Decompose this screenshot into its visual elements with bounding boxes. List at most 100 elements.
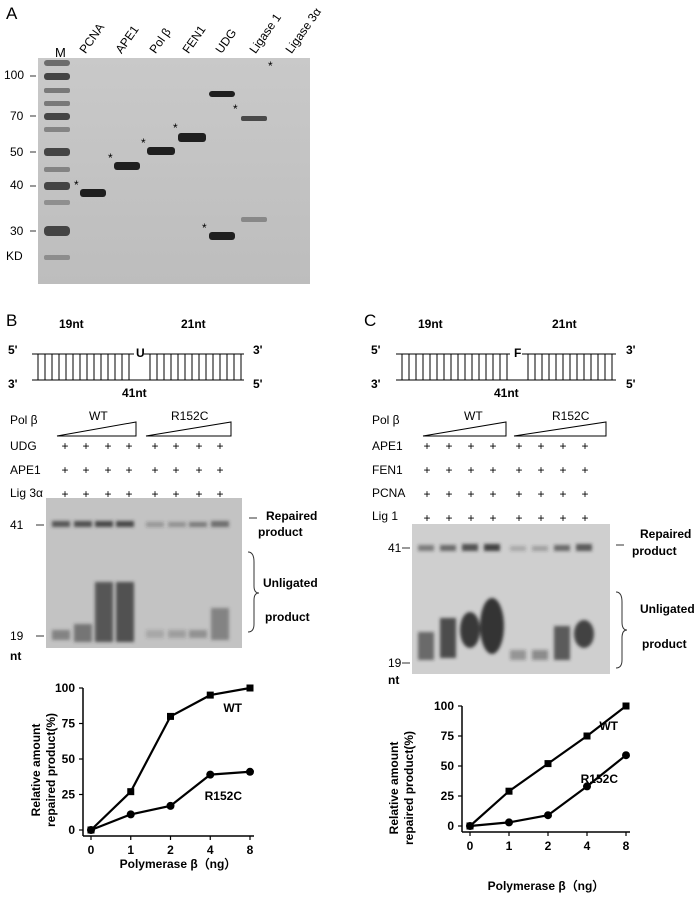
- c-plus-r2-l3: +: [489, 487, 496, 501]
- b-left-length: 19nt: [59, 317, 84, 331]
- b-ytick-label-1: 25: [62, 788, 76, 802]
- c-plus-r3-l3: +: [489, 511, 496, 525]
- b-plus-r0-l5: +: [172, 439, 179, 453]
- c-plus-r1-l7: +: [581, 463, 588, 477]
- b-plus-r2-l0: +: [61, 487, 68, 501]
- band-udg-upper: [209, 91, 235, 97]
- asterisk-ape1: *: [108, 151, 113, 165]
- b-plus-r2-l6: +: [195, 487, 202, 501]
- c-bottom-length: 41nt: [494, 386, 519, 400]
- c-plus-r1-l5: +: [537, 463, 544, 477]
- b-titration-wedges: [56, 421, 232, 437]
- c-repaired-label-2: product: [632, 544, 677, 558]
- c-plus-r0-l3: +: [489, 439, 496, 453]
- asterisk-ligase3a: *: [268, 59, 273, 73]
- c-point-R152C-1: [505, 818, 513, 827]
- b-ylabel-line2: repaired product(%): [44, 713, 58, 827]
- b-bottom-length: 41nt: [122, 386, 147, 400]
- b-plus-r1-l3: +: [125, 463, 132, 477]
- c-3prime-bottom: 3': [371, 377, 381, 391]
- band-udg-lower: [209, 232, 235, 240]
- c-point-WT-3: [583, 732, 591, 740]
- b-marker-19: 19: [10, 629, 24, 643]
- c-point-R152C-0: [466, 822, 474, 830]
- c-plus-grid: + + + + + + + + + + + + + + + + + + + + + + + + + + + + + + + +: [423, 439, 588, 525]
- b-polb-label: Pol β: [10, 413, 38, 427]
- b-ytick-label-0: 0: [68, 823, 75, 837]
- b-xtick-label-1: 1: [127, 843, 134, 857]
- marker-30: 30: [10, 224, 24, 238]
- c-xtick-label-4: 8: [623, 839, 630, 853]
- c-plus-r3-l7: +: [581, 511, 588, 525]
- b-point-WT-2: [167, 712, 174, 720]
- b-right-length: 21nt: [181, 317, 206, 331]
- band-polb: [147, 147, 175, 155]
- c-ytick-label-1: 25: [441, 789, 455, 803]
- c-plus-r2-l6: +: [559, 487, 566, 501]
- b-plus-r0-l7: +: [216, 439, 223, 453]
- sds-page-gel: * * * * * * *: [30, 58, 310, 284]
- c-plus-r1-l2: +: [467, 463, 474, 477]
- b-nt-label: nt: [10, 649, 22, 663]
- c-plus-r3-l5: +: [537, 511, 544, 525]
- asterisk-pcna: *: [74, 178, 79, 192]
- b-xlabel: Polymerase β（ng）: [120, 856, 237, 871]
- c-ytick-label-2: 50: [441, 759, 455, 773]
- c-plus-r2-l0: +: [423, 487, 430, 501]
- c-plus-r3-l0: +: [423, 511, 430, 525]
- asterisk-udg: *: [202, 221, 207, 235]
- b-wt-label: WT: [89, 409, 108, 423]
- b-repaired-label-2: product: [258, 525, 303, 539]
- b-5prime-bottom: 5': [253, 377, 263, 391]
- c-plus-r3-l1: +: [445, 511, 452, 525]
- b-plus-r0-l2: +: [104, 439, 111, 453]
- band-ape1: [114, 162, 140, 170]
- b-plus-r2-l4: +: [151, 487, 158, 501]
- c-plus-r3-l6: +: [559, 511, 566, 525]
- c-plus-r3-l2: +: [467, 511, 474, 525]
- c-series-label-WT: WT: [599, 719, 618, 733]
- c-wt-label: WT: [464, 409, 483, 423]
- b-row-ape1: APE1: [10, 463, 41, 477]
- c-5prime-bottom: 5': [626, 377, 636, 391]
- b-plus-r1-l1: +: [82, 463, 89, 477]
- c-plus-r1-l6: +: [559, 463, 566, 477]
- panel-a-letter: A: [6, 4, 18, 23]
- b-xtick-label-3: 4: [207, 843, 214, 857]
- b-plus-r0-l3: +: [125, 439, 132, 453]
- b-plus-r1-l4: +: [151, 463, 158, 477]
- b-point-WT-3: [206, 691, 214, 699]
- lane-label-m: M: [55, 45, 66, 60]
- c-plus-r2-l7: +: [581, 487, 588, 501]
- c-ytick-label-3: 75: [441, 729, 455, 743]
- c-plus-r1-l1: +: [445, 463, 452, 477]
- b-plus-r0-l1: +: [82, 439, 89, 453]
- c-point-R152C-3: [583, 782, 591, 791]
- asterisk-fen1: *: [173, 121, 178, 135]
- b-plus-r2-l2: +: [104, 487, 111, 501]
- b-plus-r2-l5: +: [172, 487, 179, 501]
- b-r152c-label: R152C: [171, 409, 209, 423]
- c-sequencing-gel: [402, 524, 628, 674]
- c-5prime-top: 5': [371, 343, 381, 357]
- c-plus-r1-l0: +: [423, 463, 430, 477]
- c-plus-r2-l4: +: [515, 487, 522, 501]
- c-plus-r1-l3: +: [489, 463, 496, 477]
- marker-100: 100: [4, 68, 25, 82]
- b-repair-chart: 0 25 50 75 100 0 1 2 4 8 WT R152C Relative amount r…: [29, 681, 254, 871]
- c-row-ape1: APE1: [372, 439, 403, 453]
- c-plus-r2-l2: +: [467, 487, 474, 501]
- c-row-fen1: FEN1: [372, 463, 403, 477]
- b-row-lig3a: Lig 3α: [10, 486, 43, 500]
- c-repaired-label-1: Repaired: [640, 527, 692, 541]
- c-titration-wedges: [422, 421, 607, 437]
- c-right-length: 21nt: [552, 317, 577, 331]
- c-ylabel-line1: Relative amount: [387, 742, 401, 835]
- b-repaired-label-1: Repaired: [266, 509, 318, 523]
- panel-c-letter: C: [364, 311, 377, 330]
- b-dna-substrate: [32, 353, 244, 381]
- panel-b-letter: B: [6, 311, 18, 330]
- b-xtick-label-4: 8: [247, 843, 254, 857]
- b-plus-r2-l7: +: [216, 487, 223, 501]
